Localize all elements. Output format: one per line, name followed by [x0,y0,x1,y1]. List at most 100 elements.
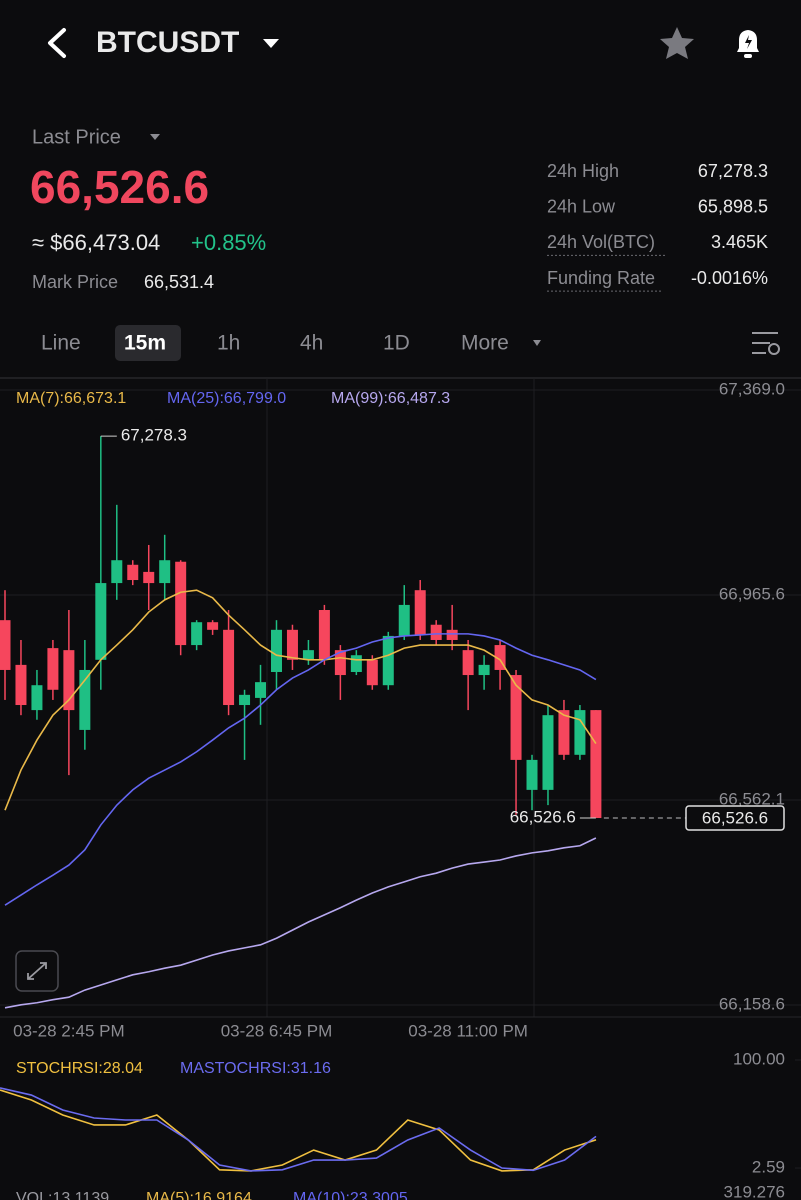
more-caret[interactable] [533,340,541,346]
y-tick-label: 67,369.0 [719,379,785,398]
last-price-tag-text: 66,526.6 [702,809,768,828]
last-price-caret[interactable] [150,134,160,140]
settings-icon[interactable] [752,332,780,355]
main-chart: 67,369.0 66,965.6 66,562.1 66,158.6 03-28 2:… [0,379,801,1040]
candle-body [95,583,107,660]
bell-clapper [744,54,752,58]
candle-body [191,622,203,646]
candle-body [494,645,506,670]
candle-body [63,650,75,711]
stoch-line [0,1089,597,1172]
candle-body [143,571,155,584]
x-tick-label: 03-28 11:00 PM [408,1021,528,1040]
candle-body [15,664,27,706]
candle-body [175,561,187,646]
candle-body [111,560,123,584]
stat-value: -0.0016% [691,268,768,288]
candle-body [350,655,362,672]
usd-price: ≈ $66,473.04 [32,230,160,255]
legend-entry: MASTOCHRSI:31.16 [180,1060,331,1077]
candle-body [255,682,267,698]
stats: 24h High 67,278.3 24h Low 65,898.5 24h Vol(B… [547,161,768,292]
candle-body [223,629,235,706]
candle-body [302,650,314,660]
alert-icon[interactable] [737,30,759,58]
tabs: Line 15m 1h 4h 1D More [41,332,509,355]
candle-body [510,675,522,760]
tab[interactable]: 1D [383,332,410,355]
candle-body [79,669,91,730]
active-tab-bg [115,325,181,361]
mark-price: 66,531.4 [144,272,214,292]
candle-body [334,650,346,676]
last-price-tag [685,805,785,831]
candle-body [239,694,251,706]
volume-text: MA(5):16.9164 [146,1190,252,1200]
candle-body [414,590,426,635]
candle-body [558,710,570,755]
y-tick-label: 66,158.6 [719,994,785,1013]
y-tick-label: 2.59 [752,1158,785,1177]
candle-body [590,710,602,819]
last-price-label[interactable]: Last Price [32,126,121,148]
candle-body [207,622,219,630]
tab[interactable]: More [461,332,509,355]
legend-entry: MA(25):66,799.0 [167,390,286,407]
price-change: +0.85% [191,230,266,255]
last-price: 66,526.6 [30,161,209,213]
favorite-icon[interactable] [660,27,694,59]
volume-text: VOL:13.1139 [16,1190,109,1200]
x-tick-label: 03-28 2:45 PM [13,1021,125,1040]
candle-body [382,635,394,686]
candle-body [526,759,538,790]
bell-bolt [745,35,752,49]
stat-value: 3.465K [711,232,768,252]
candle-body [446,629,458,640]
symbol-caret[interactable] [263,39,279,48]
candle-body [398,604,410,636]
tab[interactable]: 4h [300,332,323,355]
tab[interactable]: 1h [217,332,240,355]
candle-body [0,620,11,670]
back-button[interactable] [48,28,66,58]
stoch-chart: 100.00 2.59 STOCHRSI:28.04 MASTOCHRSI:31.16 [0,1049,801,1177]
candle-body [159,560,171,584]
volume-tick: 319.276 [724,1182,785,1200]
candle-body [478,664,490,676]
tab[interactable]: 15m [124,332,166,355]
mark-price-label: Mark Price [32,272,118,292]
stat-label: 24h Low [547,196,616,216]
ma-line [4,589,597,811]
high-label: 67,278.3 [121,426,187,445]
candle-body [286,629,298,660]
legend-entry: STOCHRSI:28.04 [16,1060,143,1077]
candle-body [542,715,554,790]
candle-body [462,650,474,676]
y-tick-label: 66,965.6 [719,584,785,603]
icon-gear [768,343,780,355]
legend-entry: MA(99):66,487.3 [331,390,450,407]
candle-body [47,648,59,690]
y-tick-label: 66,562.1 [719,789,785,808]
ma-line [4,633,597,906]
expand-frame [15,950,59,992]
stat-value: 67,278.3 [698,161,768,181]
y-tick-label: 100.00 [733,1049,785,1068]
stat-label[interactable]: 24h Vol(BTC) [547,232,655,252]
stat-label[interactable]: Funding Rate [547,268,655,288]
x-tick-label: 03-28 6:45 PM [221,1021,333,1040]
legend-entry: MA(7):66,673.1 [16,390,126,407]
candle-body [318,610,330,660]
low-label: 66,526.6 [510,808,576,827]
tab[interactable]: Line [41,332,81,355]
stoch-line [0,1087,597,1172]
candle-body [366,659,378,686]
expand-button[interactable] [15,950,59,992]
symbol[interactable]: BTCUSDT [96,26,239,59]
expand-arrows [27,962,47,980]
volume-row: VOL:13.1139 MA(5):16.9164 MA(10):23.3005 31… [16,1182,785,1200]
candle-body [270,629,282,672]
volume-text: MA(10):23.3005 [293,1190,408,1200]
